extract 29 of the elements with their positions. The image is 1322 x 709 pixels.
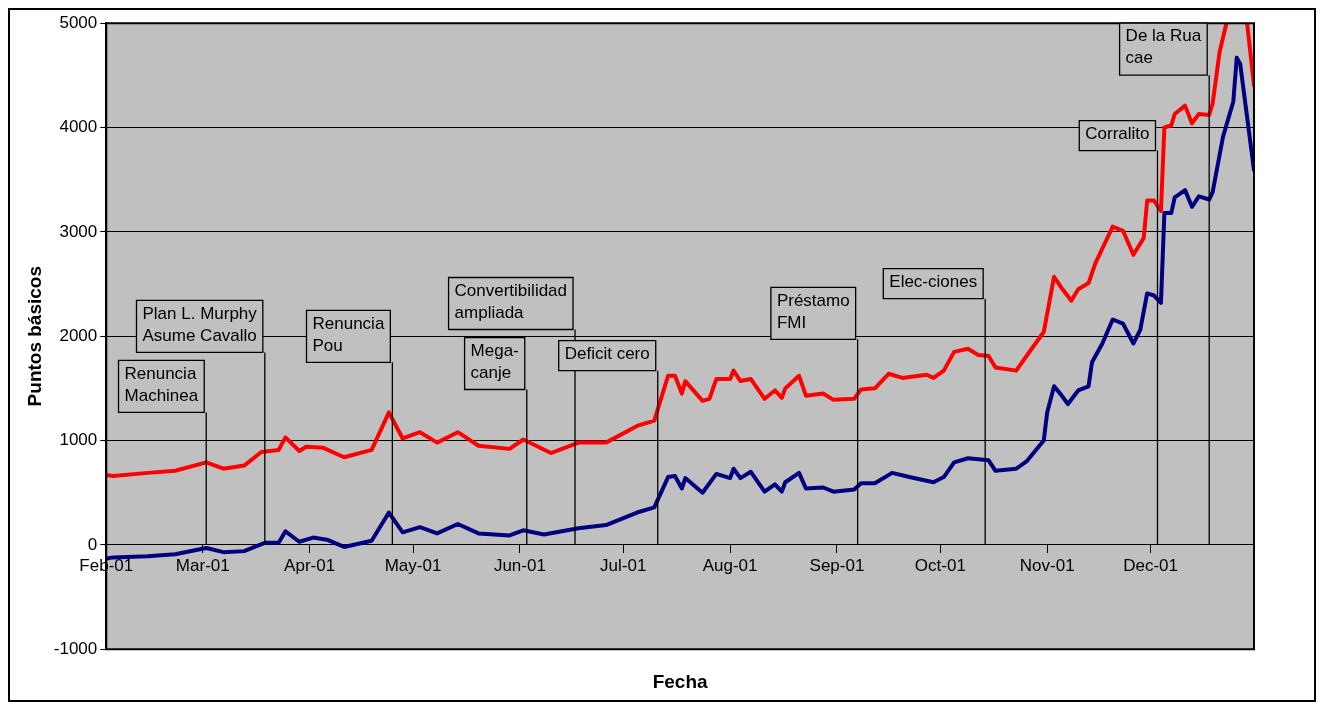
ref-line-label: Mega- canje — [470, 340, 519, 382]
ref-line-label: Elec-ciones — [889, 271, 978, 291]
ref-line-label: Renuncia Pou — [312, 313, 385, 355]
x-tick-label: Sep-01 — [809, 555, 865, 575]
ref-line-label: Deficit cero — [564, 343, 650, 363]
ref-line-label: Corralito — [1085, 123, 1150, 143]
ref-line-label: Convertibilidad ampliada — [454, 280, 568, 322]
x-tick-label: Nov-01 — [1019, 555, 1075, 575]
ref-line-label: Plan L. Murphy Asume Cavallo — [142, 303, 258, 345]
y-tick-label: 2000 — [59, 325, 98, 345]
y-tick-label: 4000 — [59, 117, 98, 137]
x-tick-label: May-01 — [384, 555, 442, 575]
x-tick-label: Mar-01 — [175, 555, 230, 575]
x-tick-label: Jun-01 — [493, 555, 546, 575]
ref-line-label: Préstamo FMI — [776, 290, 850, 332]
x-tick-label: Oct-01 — [914, 555, 966, 575]
ref-line-label: De la Rua cae — [1125, 26, 1202, 68]
y-tick-label: 5000 — [59, 12, 98, 32]
y-tick-label: -1000 — [53, 638, 98, 658]
y-axis-title: Puntos básicos — [23, 265, 45, 407]
x-tick-label: Dec-01 — [1123, 555, 1179, 575]
x-axis-title: Fecha — [652, 670, 709, 692]
x-tick-label: Jul-01 — [600, 555, 647, 575]
ref-line-label: Renuncia Machinea — [124, 363, 199, 405]
y-tick-label: 1000 — [59, 430, 98, 450]
x-tick-label: Apr-01 — [284, 555, 336, 575]
x-tick-label: Aug-01 — [702, 555, 758, 575]
y-tick-label: 3000 — [59, 221, 98, 241]
y-tick-label: 0 — [87, 534, 98, 554]
